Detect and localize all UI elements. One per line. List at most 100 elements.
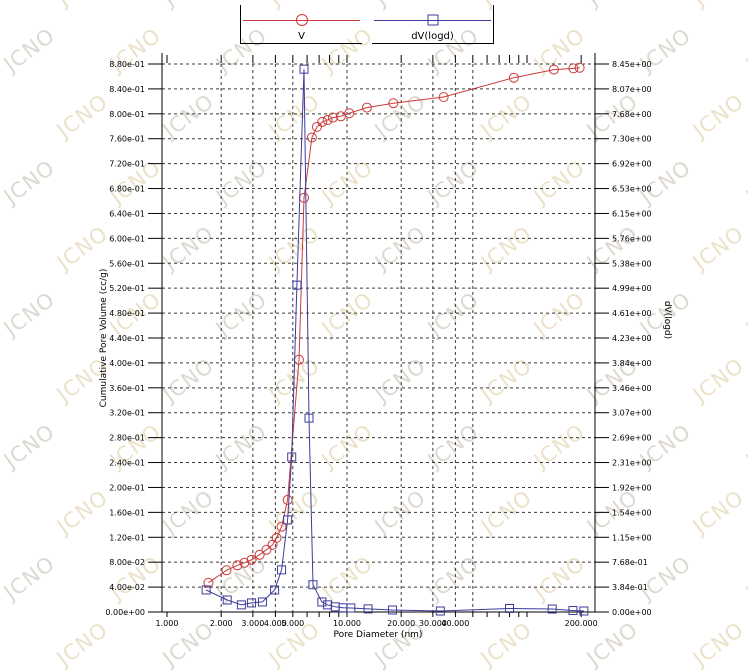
y-right-tick-label: 6.53e+00 — [612, 185, 652, 194]
data-point-marker — [306, 132, 317, 143]
y-right-tick-label: 1.92e+00 — [612, 483, 652, 492]
y-right-tick-label: 0.00e+00 — [612, 608, 652, 617]
y-left-tick-label: 6.80e-01 — [109, 185, 145, 194]
x-tick-label: 10.000 — [333, 619, 361, 628]
data-point-marker — [277, 565, 287, 575]
axis-ticks — [148, 55, 609, 617]
gridlines — [162, 63, 595, 612]
x-tick-label: 40.000 — [441, 619, 469, 628]
x-tick-label: 5.000 — [281, 619, 304, 628]
data-point-marker — [322, 115, 333, 126]
data-point-marker — [247, 598, 257, 608]
data-point-marker — [438, 92, 449, 103]
data-point-marker — [203, 577, 214, 588]
data-point-marker — [239, 557, 250, 568]
legend: V dV(logd) — [240, 5, 494, 44]
data-point-marker — [276, 521, 287, 532]
y-right-tick-label: 4.23e+00 — [612, 334, 652, 343]
data-point-marker — [304, 413, 314, 423]
y-left-tick-label: 2.00e-01 — [109, 483, 145, 492]
x-tick-label: 4.000 — [264, 619, 287, 628]
y-right-tick-label: 6.92e+00 — [612, 160, 652, 169]
legend-item-dvlogd: dV(logd) — [372, 5, 493, 44]
y-left-tick-label: 8.00e-02 — [109, 558, 145, 567]
y-left-tick-label: 1.60e-01 — [109, 508, 145, 517]
data-point-marker — [282, 494, 293, 505]
data-point-marker — [246, 554, 257, 565]
x-tick-label: 3.000 — [241, 619, 264, 628]
y-right-tick-label: 3.84e-01 — [612, 583, 648, 592]
data-point-marker — [579, 606, 589, 616]
series-square — [201, 64, 589, 616]
y-left-tick-label: 7.20e-01 — [109, 160, 145, 169]
data-point-marker — [299, 64, 309, 74]
y-right-tick-label: 7.68e-01 — [612, 558, 648, 567]
data-point-marker — [308, 580, 318, 590]
axis-lines — [161, 53, 596, 613]
y-right-tick-label: 5.76e+00 — [612, 234, 652, 243]
data-point-marker — [388, 98, 399, 109]
y-right-tick-label: 3.84e+00 — [612, 359, 652, 368]
y-left-tick-label: 1.20e-01 — [109, 533, 145, 542]
data-point-marker — [346, 603, 356, 613]
data-point-marker — [568, 606, 578, 616]
series-circle — [203, 62, 585, 588]
data-point-marker — [271, 532, 282, 543]
data-point-marker — [261, 544, 272, 555]
circle-marker-icon — [295, 14, 308, 26]
y-left-tick-label: 2.80e-01 — [109, 434, 145, 443]
data-point-marker — [574, 62, 585, 73]
x-tick-label: 1.000 — [156, 619, 179, 628]
data-point-marker — [317, 597, 327, 607]
x-tick-label: 20.000 — [387, 619, 415, 628]
data-point-marker — [435, 606, 445, 616]
chart-plot-area: 0.00e+00 4.00e-02 8.00e-02 1.20e-01 1.60e-01… — [105, 53, 652, 628]
y-left-tick-label: 2.40e-01 — [109, 459, 145, 468]
y-right-tick-label: 7.30e+00 — [612, 135, 652, 144]
legend-label-dvlogd: dV(logd) — [411, 31, 454, 42]
data-point-marker — [508, 72, 519, 83]
legend-divider — [362, 5, 372, 44]
data-point-marker — [317, 116, 328, 127]
x-tick-label: 200.000 — [565, 619, 598, 628]
y-left-tick-label: 5.20e-01 — [109, 284, 145, 293]
y-right-tick-label: 3.46e+00 — [612, 384, 652, 393]
y-left-tick-label: 7.60e-01 — [109, 135, 145, 144]
data-point-marker — [236, 600, 246, 610]
legend-label-v: V — [298, 31, 305, 42]
y-right-tick-label: 1.54e+00 — [612, 508, 652, 517]
data-point-marker — [283, 515, 293, 525]
data-point-marker — [287, 452, 297, 462]
data-point-marker — [568, 63, 579, 74]
y-right-tick-label: 3.07e+00 — [612, 409, 652, 418]
data-point-marker — [311, 121, 322, 132]
y-left-tick-label: 4.80e-01 — [109, 309, 145, 318]
y-left-tick-label: 8.40e-01 — [109, 85, 145, 94]
data-point-marker — [254, 549, 265, 560]
y-right-tick-label: 8.07e+00 — [612, 85, 652, 94]
y-right-tick-label: 2.69e+00 — [612, 434, 652, 443]
x-tick-label: 30.000 — [419, 619, 447, 628]
y-left-tick-label: 0.00e+00 — [105, 608, 145, 617]
y-left-tick-label: 3.20e-01 — [109, 409, 145, 418]
tick-labels: 0.00e+00 4.00e-02 8.00e-02 1.20e-01 1.60e-01… — [105, 60, 651, 628]
y-left-tick-label: 6.00e-01 — [109, 234, 145, 243]
x-tick-label: 2.000 — [210, 619, 233, 628]
y-left-tick-label: 4.00e-01 — [109, 359, 145, 368]
y-left-tick-label: 5.60e-01 — [109, 259, 145, 268]
y-left-tick-label: 4.00e-02 — [109, 583, 145, 592]
x-axis-title: Pore Diameter (nm) — [333, 630, 423, 640]
data-point-marker — [270, 585, 280, 595]
left-y-axis-title: Cumulative Pore Volume (cc/g) — [99, 268, 109, 408]
y-left-tick-label: 8.80e-01 — [109, 60, 145, 69]
square-marker-icon — [427, 14, 438, 26]
y-right-tick-label: 8.45e+00 — [612, 60, 652, 69]
series-line — [208, 67, 580, 584]
data-point-marker — [547, 604, 557, 614]
data-point-marker — [232, 560, 243, 571]
data-point-marker — [327, 112, 338, 123]
legend-line-dvlogd — [374, 20, 491, 21]
y-right-tick-label: 7.68e+00 — [612, 110, 652, 119]
data-point-marker — [361, 102, 372, 113]
y-left-tick-label: 3.60e-01 — [109, 384, 145, 393]
